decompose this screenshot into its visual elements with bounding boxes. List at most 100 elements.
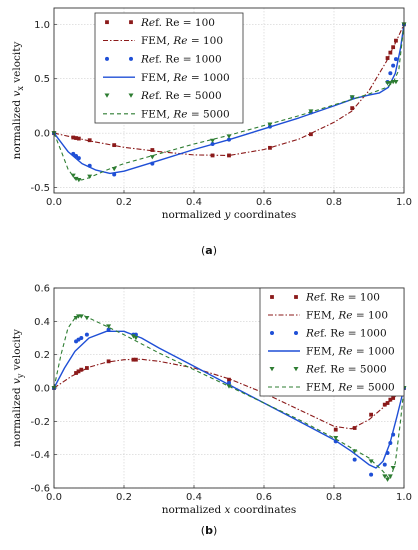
x-tick-label: 0.6 bbox=[256, 492, 272, 503]
y-tick-label: 0.0 bbox=[34, 384, 50, 395]
y-tick-label: 0.6 bbox=[34, 284, 50, 295]
y-tick-label: 1.0 bbox=[34, 20, 50, 31]
x-tick-label: 0.8 bbox=[326, 197, 342, 208]
x-axis-label: normalized x coordinates bbox=[162, 504, 297, 516]
legend: Ref. Re = 100 FEM, Re = 100 Ref. Re = 1000… bbox=[94, 12, 244, 124]
series-line bbox=[53, 24, 405, 175]
x-tick-label: 0.4 bbox=[186, 197, 202, 208]
data-point bbox=[112, 143, 117, 148]
data-point bbox=[227, 377, 231, 382]
x-tick-label: 0.2 bbox=[116, 197, 132, 208]
x-tick-label: 0.0 bbox=[46, 197, 62, 208]
x-tick-label: 0.0 bbox=[46, 492, 62, 503]
data-point bbox=[349, 95, 355, 100]
y-tick-label: 0.5 bbox=[34, 74, 50, 85]
legend-label: Ref. Re = 100 bbox=[305, 292, 380, 304]
legend-label: Ref. Re = 100 bbox=[140, 17, 215, 29]
data-point bbox=[385, 56, 390, 60]
series-line bbox=[53, 314, 405, 481]
series-fem-re-5000 bbox=[53, 314, 405, 481]
data-point bbox=[368, 459, 374, 464]
y-tick-label: 0.2 bbox=[34, 350, 50, 361]
legend-label: FEM, Re = 5000 bbox=[141, 108, 230, 120]
y-tick-label: -0.2 bbox=[30, 417, 50, 428]
data-point bbox=[388, 71, 393, 76]
legend-label: Ref. Re = 5000 bbox=[140, 90, 222, 102]
legend-marker bbox=[128, 93, 134, 98]
legend-label: FEM, Re = 1000 bbox=[306, 346, 395, 358]
x-tick-label: 0.6 bbox=[256, 197, 272, 208]
legend-label: FEM, Re = 100 bbox=[141, 35, 223, 47]
x-tick-label: 1.0 bbox=[396, 197, 412, 208]
data-point bbox=[130, 334, 136, 339]
data-point bbox=[393, 57, 398, 62]
y-axis-label: normalized vx velocity bbox=[11, 42, 25, 160]
y-axis-label: normalized vy velocity bbox=[11, 329, 25, 447]
data-point bbox=[73, 316, 79, 321]
figure-caption: (a) bbox=[201, 244, 217, 257]
data-point bbox=[84, 332, 89, 337]
series-fem-re-1000 bbox=[53, 330, 405, 469]
data-point bbox=[111, 167, 117, 172]
data-point bbox=[391, 63, 396, 68]
data-point bbox=[385, 477, 391, 482]
data-point bbox=[149, 155, 155, 160]
data-point bbox=[106, 324, 112, 329]
legend-marker bbox=[294, 331, 298, 335]
legend: Ref. Re = 100 FEM, Re = 100 Ref. Re = 1000… bbox=[259, 287, 405, 397]
series-line bbox=[53, 330, 405, 469]
data-point bbox=[309, 132, 313, 137]
data-point bbox=[333, 436, 339, 441]
legend-marker bbox=[269, 367, 275, 372]
data-point bbox=[87, 174, 93, 179]
series-line bbox=[53, 358, 405, 430]
data-point bbox=[369, 472, 374, 477]
data-point bbox=[393, 80, 399, 85]
data-point bbox=[87, 138, 92, 143]
data-point bbox=[387, 81, 393, 86]
legend-marker bbox=[129, 20, 133, 25]
data-point bbox=[369, 412, 373, 417]
data-point bbox=[150, 148, 155, 152]
data-point bbox=[133, 336, 139, 341]
chart-panel-b: 0.0 0.2 0.4 0.6 0.8 1.0 0.6 0.4 0.2 0.0 -0.2 -0.4 -0… bbox=[11, 284, 412, 538]
legend-marker bbox=[294, 295, 298, 299]
legend-marker bbox=[105, 56, 109, 61]
plot-frame bbox=[53, 7, 405, 194]
legend-marker bbox=[270, 295, 274, 299]
legend-label: Ref. Re = 1000 bbox=[305, 328, 387, 340]
data-point bbox=[71, 135, 76, 140]
y-tick-label: -0.6 bbox=[30, 484, 50, 495]
legend-marker bbox=[129, 56, 133, 61]
x-tick-label: 0.8 bbox=[326, 492, 342, 503]
x-tick-label: 1.0 bbox=[396, 492, 412, 503]
data-point bbox=[382, 402, 387, 407]
legend-marker bbox=[293, 367, 299, 372]
data-point bbox=[388, 397, 393, 402]
legend-label: FEM, Re = 1000 bbox=[141, 72, 230, 84]
data-point bbox=[382, 474, 388, 479]
data-point bbox=[79, 336, 84, 340]
series-line bbox=[53, 24, 405, 157]
legend-label: Ref. Re = 5000 bbox=[305, 364, 387, 376]
legend-label: FEM, Re = 100 bbox=[306, 310, 388, 322]
data-point bbox=[352, 457, 357, 462]
data-point bbox=[352, 426, 357, 430]
legend-marker bbox=[105, 20, 109, 25]
data-point bbox=[79, 367, 84, 372]
data-point bbox=[74, 371, 78, 375]
y-tick-label: 0.0 bbox=[34, 129, 50, 140]
data-point bbox=[210, 138, 216, 144]
legend-marker bbox=[270, 331, 274, 335]
data-point bbox=[84, 316, 90, 321]
y-tick-label: -0.4 bbox=[30, 450, 50, 461]
data-point bbox=[106, 359, 111, 364]
x-tick-label: 0.4 bbox=[186, 492, 202, 503]
data-point bbox=[76, 177, 82, 183]
legend-label: FEM, Re = 5000 bbox=[306, 382, 395, 394]
figure-caption: (b) bbox=[201, 524, 217, 537]
legend-marker bbox=[104, 93, 110, 98]
series-fem-re-100 bbox=[53, 358, 405, 430]
data-point bbox=[382, 462, 387, 467]
y-tick-label: 0.4 bbox=[34, 317, 50, 328]
